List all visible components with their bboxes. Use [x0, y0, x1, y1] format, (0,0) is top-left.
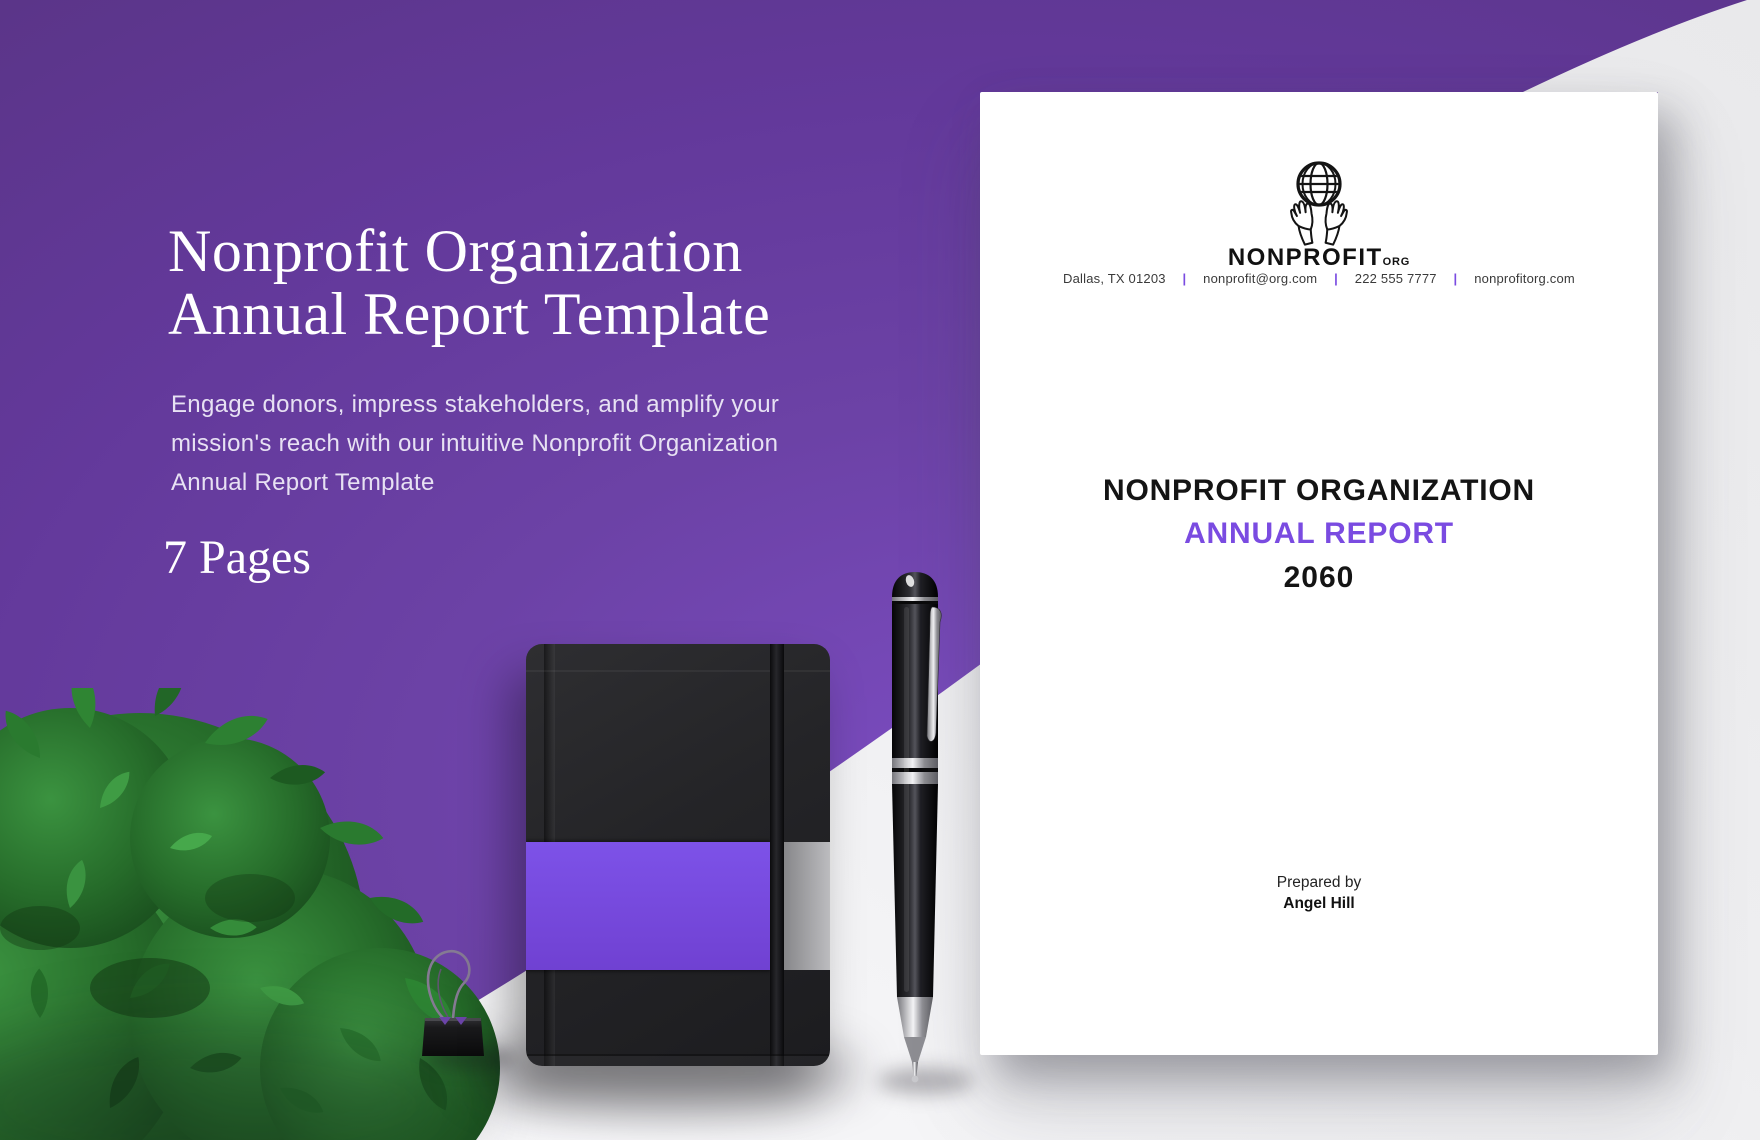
clip-body	[422, 1018, 484, 1056]
pen-shadow	[878, 1068, 973, 1094]
notebook-purple-band	[526, 842, 770, 970]
document-year: 2060	[1283, 561, 1355, 594]
contact-line: Dallas, TX 01203 | nonprofit@org.com | 2…	[980, 271, 1658, 286]
hero-title-line2: Annual Report Template	[168, 281, 771, 347]
hero-title-line1: Nonprofit Organization	[168, 218, 743, 284]
notebook	[526, 644, 830, 1066]
contact-location: Dallas, TX 01203	[1063, 271, 1166, 286]
brand-suffix: ORG	[1382, 256, 1411, 268]
hero-subtitle-line2: mission's reach with our intuitive Nonpr…	[171, 430, 779, 457]
clip-wire-handle	[426, 950, 471, 1020]
notebook-page-edge	[526, 1054, 830, 1066]
contact-email: nonprofit@org.com	[1203, 271, 1318, 286]
brand-name: NONPROFIT	[1227, 244, 1383, 271]
contact-phone: 222 555 7777	[1354, 271, 1437, 286]
page-count-label: 7 Pages	[163, 531, 311, 584]
hero-subtitle-line3: Annual Report Template	[171, 469, 435, 496]
notebook-elastic-strap	[770, 644, 784, 1066]
plant-decoration	[0, 688, 500, 1140]
separator: |	[1453, 271, 1458, 286]
notebook-gray-band	[784, 842, 830, 970]
binder-clip	[422, 950, 484, 1056]
notebook-sheen	[526, 670, 830, 672]
brand-wordmark: NONPROFITORG	[980, 244, 1658, 272]
pen-center-ring	[892, 758, 938, 768]
separator: |	[1334, 271, 1338, 286]
pen-lower-barrel	[892, 784, 938, 997]
document-title-line1: NONPROFIT ORGANIZATION	[1102, 474, 1536, 507]
separator: |	[1182, 271, 1187, 286]
pen-cap-dome	[892, 572, 938, 597]
document-title-line2: ANNUAL REPORT	[1184, 517, 1454, 550]
plant-foliage	[0, 688, 500, 1140]
pen-tip	[912, 1062, 918, 1076]
pen	[892, 572, 942, 1083]
pen-grip	[897, 997, 933, 1037]
document-page: NONPROFITORG Dallas, TX 01203 | nonprofi…	[980, 92, 1658, 1055]
pen-clip	[926, 606, 942, 742]
prepared-by-name: Angel Hill	[1283, 895, 1355, 912]
hero-subtitle-line1: Engage donors, impress stakeholders, and…	[171, 391, 780, 418]
contact-website: nonprofitorg.com	[1474, 271, 1575, 286]
hero-subtitle: Engage donors, impress stakeholders, and…	[171, 385, 779, 502]
prepared-by-label: Prepared by	[1276, 874, 1362, 891]
globe-in-hands-icon	[1290, 161, 1348, 246]
